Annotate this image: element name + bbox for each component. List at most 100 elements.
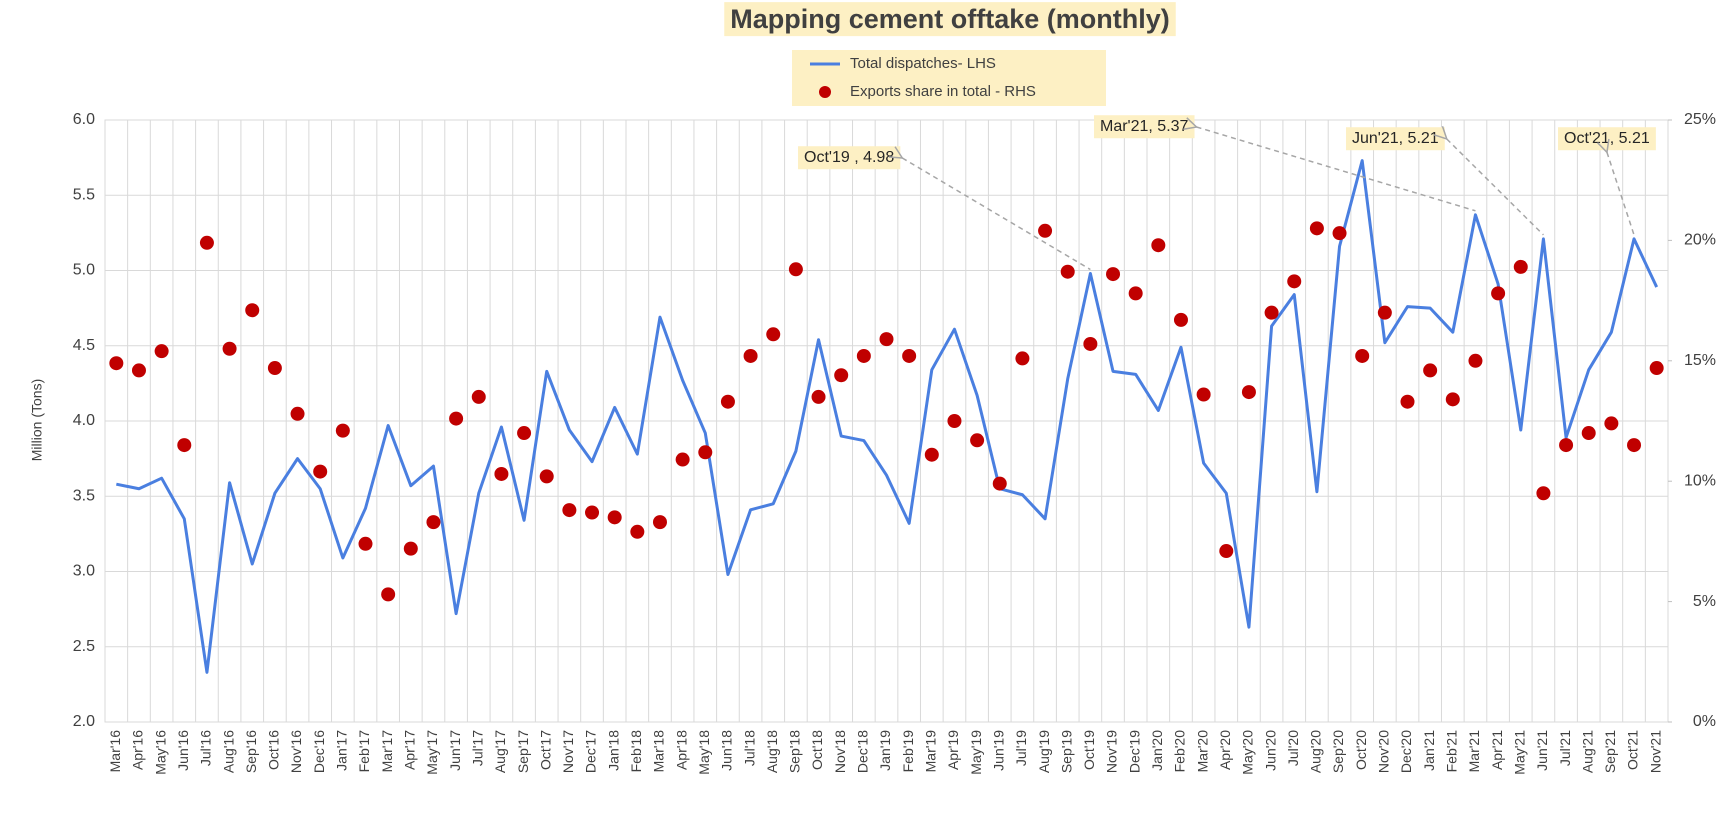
scatter-point xyxy=(245,303,260,318)
scatter-point xyxy=(720,394,735,409)
annotation-arrow xyxy=(1447,139,1544,236)
legend-swatch xyxy=(819,86,831,98)
y-tick-label: 4.0 xyxy=(73,412,95,429)
annotation-background xyxy=(1094,115,1195,139)
x-tick-label: Apr'21 xyxy=(1489,730,1505,770)
scatter-point xyxy=(1241,385,1256,400)
x-tick-label: Dec'20 xyxy=(1398,730,1414,773)
scatter-point xyxy=(539,469,554,484)
x-tick-label: May'20 xyxy=(1240,730,1256,775)
x-tick-label: Mar'17 xyxy=(379,730,395,773)
x-tick-label: Nov'19 xyxy=(1104,730,1120,773)
scatter-point xyxy=(1106,267,1121,282)
x-tick-label: Nov'21 xyxy=(1647,730,1663,773)
scatter-point xyxy=(1468,353,1483,368)
x-tick-label: Nov'20 xyxy=(1376,730,1392,773)
x-tick-label: Jun'17 xyxy=(447,730,463,771)
x-tick-label: Sep'18 xyxy=(787,730,803,773)
x-tick-label: Sep'16 xyxy=(243,730,259,773)
scatter-point xyxy=(630,524,645,539)
scatter-point xyxy=(743,348,758,363)
scatter-point xyxy=(1038,223,1053,238)
scatter-point xyxy=(1015,351,1030,366)
scatter-point xyxy=(1581,426,1596,441)
scatter-point xyxy=(1083,336,1098,351)
scatter-point xyxy=(449,411,464,426)
y2-tick-label: 25% xyxy=(1684,111,1716,128)
scatter-point xyxy=(902,348,917,363)
annotation-background xyxy=(1558,127,1656,151)
annotation-arrow xyxy=(902,158,1091,271)
x-tick-label: Dec'18 xyxy=(855,730,871,773)
scatter-point xyxy=(290,406,305,421)
scatter-point xyxy=(607,510,622,525)
chart-title: Mapping cement offtake (monthly) xyxy=(730,4,1170,34)
x-tick-label: Mar'18 xyxy=(651,730,667,773)
x-tick-label: Feb'21 xyxy=(1444,730,1460,773)
scatter-point xyxy=(358,536,373,551)
scatter-point xyxy=(1219,544,1234,559)
legend-label: Total dispatches- LHS xyxy=(850,55,996,72)
scatter-point xyxy=(1060,264,1075,279)
x-tick-label: Oct'16 xyxy=(266,730,282,770)
scatter-point xyxy=(1287,274,1302,289)
x-tick-label: Oct'18 xyxy=(809,730,825,770)
scatter-point xyxy=(811,389,826,404)
scatter-point xyxy=(766,327,781,342)
annotation-arrow xyxy=(1607,152,1635,236)
x-tick-label: Apr'18 xyxy=(673,730,689,770)
scatter-point xyxy=(1196,387,1211,402)
scatter-point xyxy=(1377,305,1392,320)
scatter-point xyxy=(1264,305,1279,320)
scatter-point xyxy=(471,389,486,404)
y-axis-label: Million (Tons) xyxy=(29,379,45,461)
line-series xyxy=(116,159,1659,674)
x-tick-label: Oct'17 xyxy=(537,730,553,770)
x-tick-label: May'17 xyxy=(424,730,440,775)
y2-tick-label: 5% xyxy=(1693,593,1716,610)
y-tick-label: 2.5 xyxy=(73,638,95,655)
x-tick-label: Jul'19 xyxy=(1013,730,1029,766)
scatter-point xyxy=(970,433,985,448)
scatter-point xyxy=(1627,438,1642,453)
y-tick-label: 5.5 xyxy=(73,186,95,203)
annotation-text: Oct'19 , 4.98 xyxy=(804,149,894,166)
scatter-point xyxy=(585,505,600,520)
x-tick-label: Jan'19 xyxy=(877,730,893,771)
x-tick-label: Jan'18 xyxy=(605,730,621,771)
scatter-point xyxy=(199,235,214,250)
x-tick-label: May'19 xyxy=(968,730,984,775)
x-tick-label: Jun'19 xyxy=(990,730,1006,771)
scatter-point xyxy=(335,423,350,438)
legend-label: Exports share in total - RHS xyxy=(850,83,1036,100)
scatter-point xyxy=(1649,361,1664,376)
x-tick-label: Aug'16 xyxy=(220,730,236,773)
scatter-point xyxy=(403,541,418,556)
x-tick-label: Apr'16 xyxy=(130,730,146,770)
legend-background xyxy=(792,50,1106,106)
x-tick-label: Jun'16 xyxy=(175,730,191,771)
y-tick-label: 4.5 xyxy=(73,337,95,354)
x-tick-label: Jul'18 xyxy=(741,730,757,766)
y2-tick-label: 10% xyxy=(1684,472,1716,489)
x-tick-label: Jun'18 xyxy=(719,730,735,771)
annotation-background xyxy=(1346,127,1445,151)
x-tick-label: Oct'21 xyxy=(1625,730,1641,770)
x-tick-label: Jul'17 xyxy=(469,730,485,766)
scatter-point xyxy=(924,447,939,462)
scatter-point xyxy=(267,361,282,376)
annotation-text: Jun'21, 5.21 xyxy=(1352,130,1439,147)
scatter-point xyxy=(1423,363,1438,378)
x-tick-label: Aug'19 xyxy=(1036,730,1052,773)
annotation-text: Oct'21, 5.21 xyxy=(1564,130,1650,147)
scatter-point xyxy=(1355,348,1370,363)
x-tick-label: Nov'18 xyxy=(832,730,848,773)
y-tick-label: 5.0 xyxy=(73,262,95,279)
title-background xyxy=(724,2,1176,37)
scatter-point xyxy=(517,426,532,441)
x-tick-label: Apr'20 xyxy=(1217,730,1233,770)
scatter-point xyxy=(1491,286,1506,301)
scatter-point xyxy=(879,332,894,347)
scatter-point xyxy=(154,344,169,359)
